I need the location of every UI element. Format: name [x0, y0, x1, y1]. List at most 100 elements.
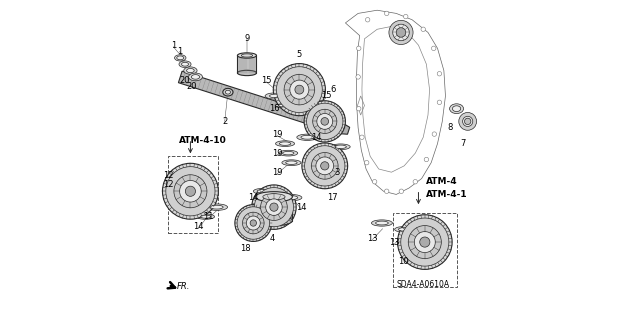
Circle shape	[252, 185, 296, 229]
Ellipse shape	[255, 215, 292, 226]
Text: 20: 20	[180, 76, 190, 85]
Circle shape	[317, 114, 333, 129]
Bar	[237, 56, 257, 73]
Ellipse shape	[184, 67, 197, 74]
Text: SDA4-A0610A: SDA4-A0610A	[396, 280, 449, 289]
Text: 8: 8	[447, 123, 452, 132]
Circle shape	[389, 20, 413, 45]
Ellipse shape	[237, 53, 257, 58]
Circle shape	[385, 189, 389, 194]
Ellipse shape	[225, 90, 230, 94]
Ellipse shape	[276, 141, 294, 146]
Circle shape	[270, 203, 278, 211]
Ellipse shape	[282, 152, 294, 155]
Bar	[168, 156, 218, 233]
Circle shape	[321, 118, 328, 125]
Circle shape	[316, 157, 333, 175]
Circle shape	[304, 101, 346, 142]
Circle shape	[163, 163, 218, 219]
Text: 3: 3	[335, 168, 340, 177]
Ellipse shape	[237, 70, 257, 76]
Circle shape	[166, 167, 215, 216]
Text: 6: 6	[330, 85, 335, 94]
Text: ATM-4-10: ATM-4-10	[179, 136, 227, 145]
Circle shape	[302, 143, 348, 189]
Text: FR.: FR.	[177, 282, 190, 291]
Circle shape	[312, 152, 338, 179]
Ellipse shape	[187, 69, 194, 73]
Text: 11: 11	[203, 212, 214, 221]
Text: 19: 19	[272, 149, 282, 158]
Text: 5: 5	[297, 50, 302, 59]
Text: 4: 4	[269, 234, 275, 243]
Ellipse shape	[191, 75, 200, 79]
Ellipse shape	[331, 144, 350, 150]
Ellipse shape	[257, 189, 269, 193]
Ellipse shape	[253, 189, 273, 194]
Circle shape	[364, 160, 369, 165]
Ellipse shape	[211, 205, 223, 209]
Text: 15: 15	[260, 76, 271, 85]
Ellipse shape	[311, 110, 323, 114]
Circle shape	[356, 107, 361, 111]
Ellipse shape	[265, 93, 286, 99]
Text: 13: 13	[389, 238, 400, 247]
Text: 12: 12	[163, 171, 173, 180]
Ellipse shape	[269, 94, 282, 98]
Ellipse shape	[281, 195, 302, 201]
Ellipse shape	[263, 194, 285, 200]
Circle shape	[396, 28, 406, 37]
Circle shape	[401, 218, 449, 266]
Circle shape	[250, 220, 257, 226]
Ellipse shape	[282, 160, 301, 166]
Circle shape	[295, 85, 304, 94]
Ellipse shape	[189, 73, 202, 81]
Ellipse shape	[175, 55, 186, 61]
Text: 19: 19	[272, 130, 282, 138]
Ellipse shape	[278, 104, 288, 107]
Circle shape	[408, 226, 442, 259]
Circle shape	[414, 232, 435, 253]
Circle shape	[421, 27, 426, 32]
Text: 17: 17	[328, 193, 338, 202]
Ellipse shape	[179, 61, 191, 68]
Ellipse shape	[452, 106, 461, 112]
Circle shape	[437, 71, 442, 76]
Circle shape	[276, 67, 323, 113]
Text: 10: 10	[398, 257, 408, 266]
Circle shape	[465, 118, 471, 124]
Ellipse shape	[449, 104, 463, 114]
Circle shape	[290, 80, 309, 99]
Text: 20: 20	[186, 82, 196, 91]
Circle shape	[420, 237, 430, 247]
Text: 2: 2	[222, 117, 227, 126]
Ellipse shape	[241, 54, 253, 57]
Circle shape	[180, 181, 201, 202]
Circle shape	[463, 116, 473, 126]
Circle shape	[397, 215, 452, 269]
Ellipse shape	[301, 135, 314, 139]
Text: 1: 1	[171, 41, 176, 50]
Circle shape	[307, 103, 343, 139]
Ellipse shape	[206, 204, 228, 211]
Circle shape	[356, 75, 360, 79]
Bar	[255, 197, 292, 221]
Ellipse shape	[196, 214, 214, 219]
Ellipse shape	[182, 62, 189, 66]
Text: ATM-4: ATM-4	[426, 177, 458, 186]
Circle shape	[266, 199, 282, 215]
Circle shape	[360, 135, 364, 139]
Ellipse shape	[376, 221, 388, 225]
Ellipse shape	[175, 177, 183, 180]
Circle shape	[174, 175, 207, 208]
Text: 9: 9	[244, 34, 250, 43]
Circle shape	[459, 113, 477, 130]
Circle shape	[186, 186, 195, 196]
Circle shape	[305, 146, 345, 186]
Text: 7: 7	[460, 139, 466, 148]
Text: 14: 14	[296, 203, 306, 211]
Circle shape	[424, 157, 429, 162]
Text: 1: 1	[177, 47, 182, 56]
Circle shape	[431, 46, 436, 50]
Circle shape	[399, 189, 404, 194]
